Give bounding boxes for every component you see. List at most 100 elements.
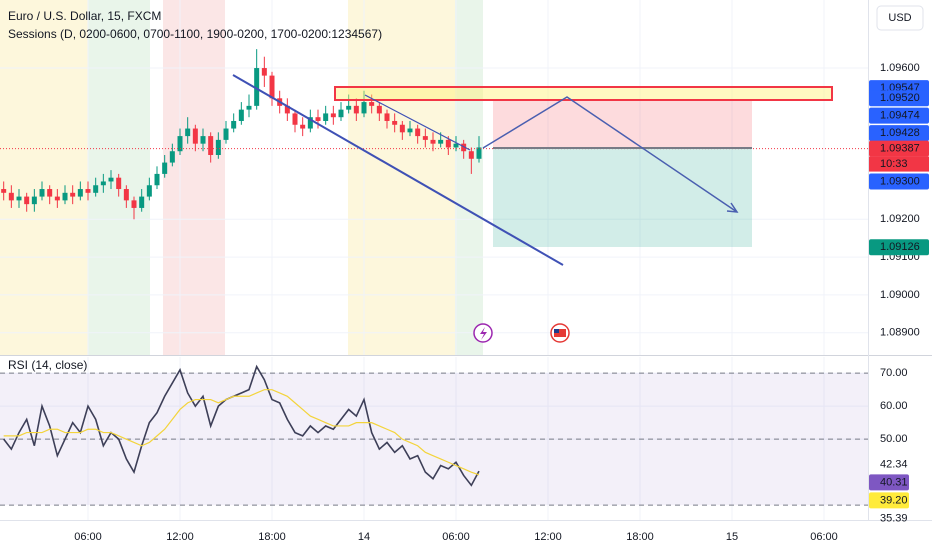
currency-button[interactable]	[876, 5, 924, 31]
candle-body	[415, 128, 421, 137]
price-badge-label: 1.09474	[880, 110, 920, 122]
candle-body	[131, 200, 137, 208]
candle-body	[100, 181, 106, 186]
candle-body	[24, 196, 30, 205]
candle-body	[300, 124, 306, 129]
candle-body	[223, 128, 229, 140]
price-badge	[869, 125, 929, 142]
price-badge	[869, 239, 929, 256]
session-band	[163, 0, 225, 355]
projection-path	[482, 96, 738, 213]
y-tick-label: 1.09200	[880, 213, 920, 225]
y-tick-label: 1.09000	[880, 289, 920, 301]
event-icon-glyph	[480, 327, 487, 340]
candle-body	[177, 136, 183, 152]
rsi-line	[3, 389, 480, 476]
price-badge-label: 1.09428	[880, 127, 920, 139]
candle-body	[169, 151, 175, 163]
candle-body	[47, 189, 53, 197]
candle-body	[330, 113, 336, 118]
candle-body	[154, 173, 160, 186]
stop-zone	[493, 99, 752, 148]
candle-body	[162, 162, 168, 174]
candle-body	[369, 102, 375, 106]
session-band	[0, 0, 88, 355]
y-tick-label: 70.00	[880, 367, 908, 379]
candle-body	[445, 139, 451, 148]
candle-body	[284, 105, 290, 114]
flag-glyph	[554, 329, 566, 337]
arrow-head	[726, 202, 739, 213]
price-badge	[869, 173, 929, 190]
candle-body	[238, 109, 244, 121]
candle-body	[246, 105, 252, 110]
trend-line	[364, 94, 471, 151]
candle-body	[407, 128, 413, 133]
candle-body	[192, 128, 198, 144]
candle-body	[93, 185, 99, 193]
candle-body	[338, 109, 344, 118]
candle-body	[269, 75, 275, 99]
price-badge-label: 1.09300	[880, 175, 920, 187]
candle-body	[231, 120, 237, 129]
candle-body	[108, 177, 114, 182]
candle-body	[39, 189, 45, 197]
chart-title: Euro / U.S. Dollar, 15, FXCM	[8, 9, 161, 23]
currency-label: USD	[888, 12, 911, 24]
candle-body	[146, 185, 152, 197]
candle-body	[468, 151, 474, 159]
y-tick-label: 60.00	[880, 400, 908, 412]
candle-body	[476, 147, 482, 159]
x-tick-label: 18:00	[626, 531, 654, 543]
value-badge	[869, 474, 909, 491]
session-band	[455, 0, 483, 355]
rsi-band	[0, 372, 868, 506]
candle-body	[185, 128, 191, 137]
candle-body	[384, 113, 390, 121]
flag-glyph	[554, 329, 559, 333]
rsi-lines	[3, 364, 480, 487]
candle-body	[123, 189, 129, 201]
candle-body	[307, 117, 313, 129]
x-tick-label: 15	[726, 531, 738, 543]
x-tick-label: 18:00	[258, 531, 286, 543]
value-badge-label: 40.31	[880, 476, 908, 488]
indicator-label: Sessions (D, 0200-0600, 0700-1100, 1900-…	[8, 27, 382, 41]
candle-body	[77, 189, 83, 197]
price-badge-label: 1.09520	[880, 92, 920, 104]
candle-body	[116, 177, 122, 190]
candle-body	[85, 189, 91, 193]
x-tick-label: 06:00	[442, 531, 470, 543]
x-tick-label: 06:00	[74, 531, 102, 543]
candle-body	[453, 143, 459, 148]
price-badge-label: 1.09387	[880, 142, 920, 154]
x-tick-label: 12:00	[166, 531, 194, 543]
candle-body	[392, 120, 398, 125]
candle-body	[62, 192, 68, 201]
x-tick-label: 14	[358, 531, 370, 543]
candle-body	[8, 192, 14, 201]
y-tick-label: 1.09600	[880, 62, 920, 74]
candle-body	[261, 68, 267, 76]
candle-body	[70, 192, 76, 197]
candle-body	[1, 189, 7, 193]
rsi-line	[3, 364, 480, 487]
value-badge-label: 42.34	[880, 458, 908, 470]
drawings	[232, 74, 833, 343]
candle-body	[430, 139, 436, 144]
candle-body	[376, 105, 382, 114]
candle-body	[353, 105, 359, 114]
value-badge-label: 39.20	[880, 494, 908, 506]
session-band	[348, 0, 455, 355]
candle-body	[139, 196, 145, 208]
axes: 06:00 12:00 18:00 14 06:00 12:00 18:00 15 06:00 1…	[74, 62, 929, 543]
candle-body	[54, 196, 60, 201]
x-tick-label: 06:00	[810, 531, 838, 543]
rsi-title: RSI (14, close)	[8, 358, 87, 372]
candle-body	[200, 136, 206, 144]
candle-body	[323, 113, 329, 121]
candle-body	[31, 196, 37, 205]
candle-body	[292, 113, 298, 125]
zone-rect	[334, 86, 833, 101]
